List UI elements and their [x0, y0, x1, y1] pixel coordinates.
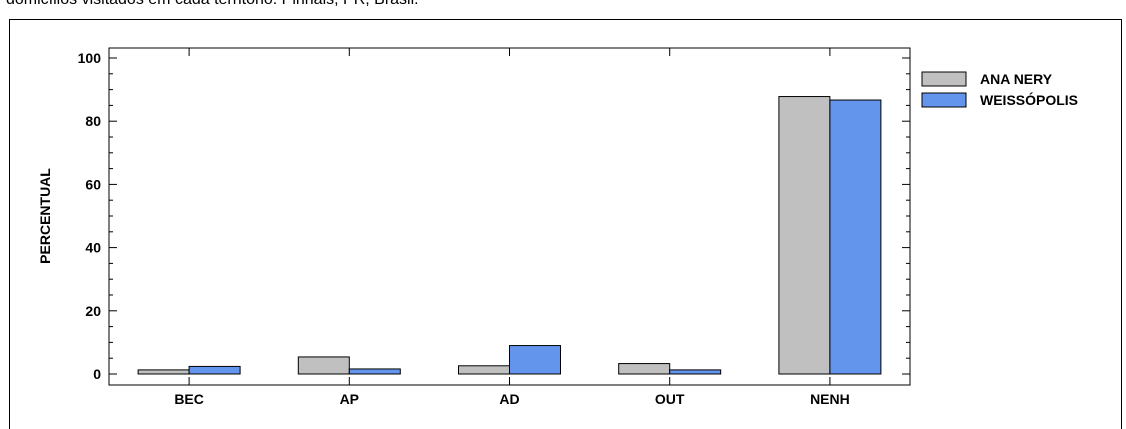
bar-ana-nery-ap	[297, 356, 350, 375]
y-tick-label: 0	[93, 366, 101, 382]
legend-label: WEISSÓPOLIS	[980, 91, 1078, 108]
y-tick-label: 100	[78, 50, 102, 66]
x-axis: BEC AP AD OUT NENH	[174, 48, 850, 407]
legend: ANA NERY WEISSÓPOLIS	[921, 71, 1078, 108]
y-tick-label: 80	[85, 113, 101, 129]
bar-ana-nery-ad	[458, 365, 510, 375]
bar-weiss-polis-nenh	[829, 99, 882, 375]
bar-ana-nery-nenh	[778, 96, 831, 375]
x-tick-label: NENH	[810, 391, 850, 407]
figure-caption: domicílios visitados em cada território.…	[6, 0, 419, 9]
bar-ana-nery-out	[618, 363, 671, 375]
legend-swatch	[921, 71, 967, 87]
legend-swatch	[921, 92, 967, 108]
x-tick-label: AP	[340, 391, 359, 407]
figure-frame	[9, 19, 1122, 429]
bar-weiss-polis-ad	[509, 345, 561, 375]
bar-weiss-polis-ap	[348, 368, 401, 375]
y-tick-label: 40	[85, 240, 101, 256]
y-axis: 0 20 40 60 80 100	[78, 50, 910, 382]
x-tick-label: BEC	[174, 391, 204, 407]
bar-weiss-polis-out	[669, 369, 722, 375]
y-axis-title: PERCENTUAL	[37, 168, 53, 264]
y-tick-label: 60	[85, 176, 101, 192]
bar-ana-nery-bec	[137, 369, 190, 375]
legend-label: ANA NERY	[980, 71, 1053, 87]
bars	[137, 96, 882, 375]
y-tick-label: 20	[85, 303, 101, 319]
x-tick-label: AD	[499, 391, 519, 407]
x-tick-label: OUT	[655, 391, 685, 407]
bar-weiss-polis-bec	[188, 365, 241, 375]
